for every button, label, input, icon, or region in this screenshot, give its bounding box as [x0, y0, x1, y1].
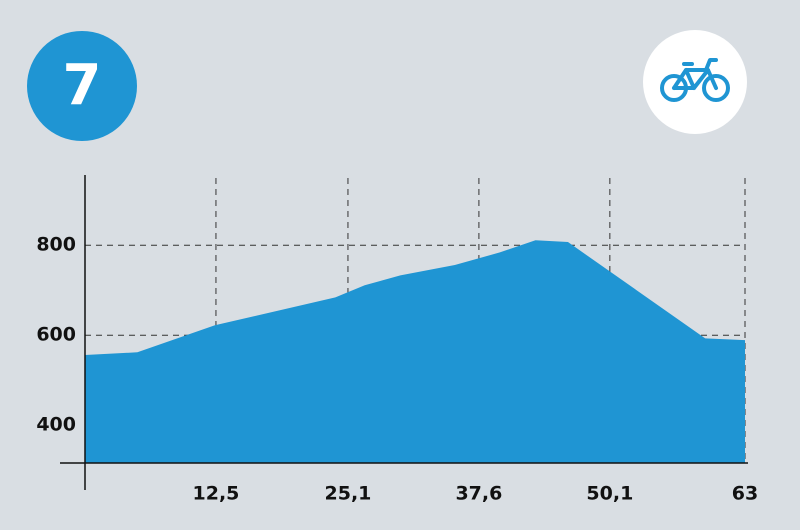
- badge-number: 7: [63, 53, 102, 118]
- area: [85, 240, 745, 463]
- x-tick-label: 63: [732, 483, 758, 505]
- y-tick-label: 600: [36, 324, 76, 346]
- badge-circle: [27, 31, 137, 141]
- y-tick-label: 400: [36, 414, 76, 436]
- bike-icon: [643, 30, 747, 134]
- y-tick-label: 800: [36, 234, 76, 256]
- x-tick-label: 25,1: [325, 483, 372, 505]
- x-tick-label: 37,6: [455, 483, 502, 505]
- x-tick-label: 50,1: [586, 483, 633, 505]
- plot: [85, 240, 745, 463]
- x-tick-label: 12,5: [193, 483, 240, 505]
